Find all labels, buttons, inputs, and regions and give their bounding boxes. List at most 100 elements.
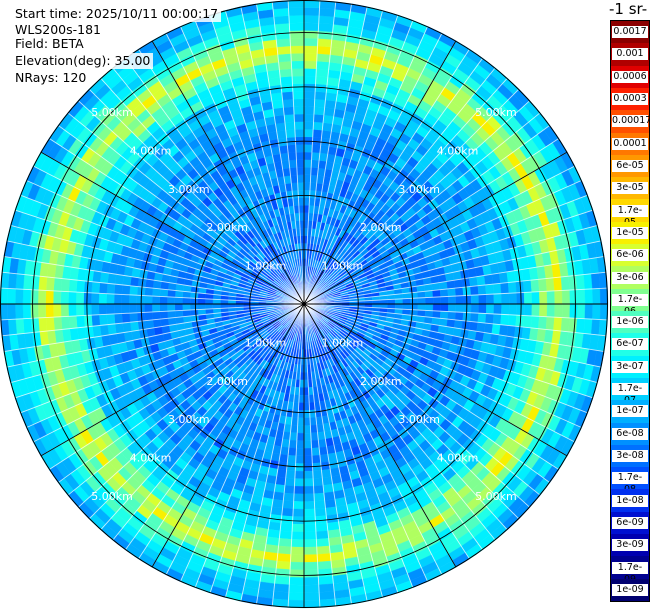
ppi-cell xyxy=(303,478,314,487)
ppi-cell xyxy=(274,484,286,494)
ppi-cell xyxy=(584,303,593,320)
ppi-cell xyxy=(531,291,540,305)
ppi-cell xyxy=(283,106,295,116)
colorbar-tick-label: 1.7e-05 xyxy=(612,204,648,228)
ppi-cell xyxy=(303,37,319,47)
ppi-cell xyxy=(182,303,191,311)
colorbar-tick-label: 1e-05 xyxy=(612,226,648,239)
range-ring-label: 4.00km xyxy=(437,452,479,465)
ppi-cell xyxy=(281,507,294,517)
ppi-cell xyxy=(303,98,315,107)
ppi-cell xyxy=(303,486,315,495)
ppi-cell xyxy=(289,167,298,176)
ppi-cell xyxy=(501,293,510,305)
ppi-cell xyxy=(478,303,487,314)
ppi-cell xyxy=(312,129,323,138)
ppi-cell xyxy=(470,303,479,314)
ppi-cell xyxy=(296,159,305,168)
ppi-cell xyxy=(7,303,16,320)
ppi-cell xyxy=(151,295,160,305)
ppi-cell xyxy=(182,297,191,305)
ppi-cell xyxy=(303,569,319,578)
colorbar-tick-label: 1.7e-06 xyxy=(612,293,648,317)
ppi-cell xyxy=(546,303,555,318)
ppi-cell xyxy=(280,523,293,532)
ppi-cell xyxy=(303,30,319,39)
ppi-cell xyxy=(577,289,586,305)
ppi-cell xyxy=(303,174,311,183)
ppi-cell xyxy=(121,284,131,296)
ppi-cell xyxy=(303,113,315,122)
ppi-cell xyxy=(45,276,55,292)
ppi-cell xyxy=(577,303,586,319)
colorbar-tick-label: 3e-07 xyxy=(612,360,648,373)
ppi-cell xyxy=(53,290,62,305)
ppi-cell xyxy=(516,292,525,305)
ppi-cell xyxy=(318,575,334,585)
range-ring-label: 1.00km xyxy=(322,260,364,273)
ppi-cell xyxy=(493,293,502,305)
range-ring-label: 3.00km xyxy=(398,183,440,196)
ppi-cell xyxy=(76,280,85,293)
ppi-cell xyxy=(159,288,169,297)
ppi-cell xyxy=(561,303,571,319)
ppi-cell xyxy=(410,303,419,311)
ppi-cell xyxy=(296,440,305,449)
ppi-cell xyxy=(531,303,540,317)
ppi-cell xyxy=(310,167,319,176)
ppi-cell xyxy=(283,492,295,502)
ppi-cell xyxy=(317,38,332,48)
range-ring-label: 4.00km xyxy=(130,452,172,465)
ppi-cell xyxy=(53,277,63,292)
ppi-cell xyxy=(114,313,123,325)
ppi-cell xyxy=(30,289,39,305)
ppi-cell xyxy=(68,303,77,317)
ppi-cell xyxy=(303,516,316,525)
ppi-cell xyxy=(455,311,464,321)
ppi-cell xyxy=(167,303,176,312)
ppi-cell xyxy=(447,311,456,321)
ppi-cell xyxy=(477,284,487,296)
ppi-cell xyxy=(303,129,314,138)
ppi-cell xyxy=(322,122,333,132)
ppi-cell xyxy=(314,507,327,517)
ppi-cell xyxy=(303,417,311,426)
ppi-cell xyxy=(476,275,486,286)
colorbar-tick-label: 0.00017 xyxy=(612,115,650,128)
ppi-cell xyxy=(277,53,292,63)
ppi-cell xyxy=(291,68,305,77)
ppi-cell xyxy=(98,314,108,326)
ppi-cell xyxy=(92,270,102,283)
ppi-cell xyxy=(591,272,601,290)
field-label: Field: BETA xyxy=(12,36,87,52)
ppi-cell xyxy=(311,455,321,464)
ppi-cell xyxy=(22,303,31,319)
ppi-cell xyxy=(275,30,291,40)
ppi-cell xyxy=(410,297,419,305)
ppi-cell xyxy=(500,314,510,326)
ppi-cell xyxy=(303,15,320,24)
ppi-cell xyxy=(417,303,426,311)
ppi-cell xyxy=(560,317,570,332)
ppi-cell xyxy=(455,287,464,297)
ppi-cell xyxy=(288,439,297,449)
ppi-cell xyxy=(553,276,563,292)
ppi-cell xyxy=(313,492,325,502)
ppi-cell xyxy=(447,287,456,297)
ppi-cell xyxy=(15,288,24,305)
ppi-cell xyxy=(311,144,321,153)
ppi-cell xyxy=(316,60,330,70)
ppi-cell xyxy=(568,317,578,333)
ppi-cell xyxy=(297,410,305,419)
ppi-cell xyxy=(499,271,509,284)
ppi-cell xyxy=(553,316,563,332)
ppi-cell xyxy=(99,271,109,284)
ppi-cell xyxy=(272,107,285,117)
ppi-cell xyxy=(159,311,169,320)
ppi-cell xyxy=(539,303,548,317)
ppi-cell xyxy=(289,577,305,586)
ppi-cell xyxy=(323,491,336,501)
ppi-cell xyxy=(484,274,494,286)
ppi-cell xyxy=(303,577,319,586)
ppi-cell xyxy=(316,545,331,555)
